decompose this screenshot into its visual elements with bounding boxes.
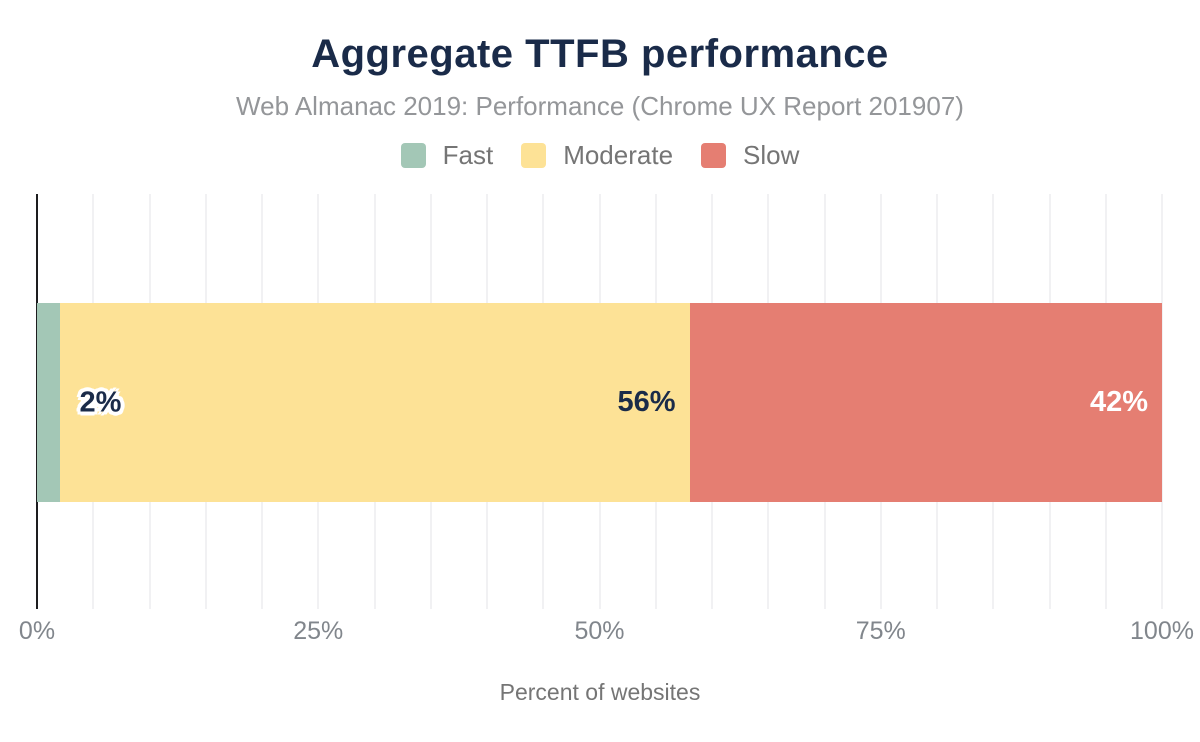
bar-segment-label-fast: 2% — [79, 386, 122, 418]
legend-label-moderate: Moderate — [563, 140, 674, 170]
bar-segment-moderate[interactable]: 56% — [59, 303, 690, 502]
legend-label-fast: Fast — [442, 140, 494, 170]
x-tick-25: 25% — [293, 617, 344, 645]
legend-swatch-moderate-icon — [521, 142, 547, 168]
x-tick-0: 0% — [18, 617, 56, 645]
bar-segment-label-moderate: 56% — [617, 386, 676, 418]
legend-swatch-slow-icon — [701, 142, 727, 168]
x-tick-50: 50% — [574, 617, 625, 645]
chart-subtitle: Web Almanac 2019: Performance (Chrome UX… — [236, 91, 964, 121]
chart-title: Aggregate TTFB performance — [311, 32, 889, 76]
bar-segment-label-slow: 42% — [1089, 386, 1148, 418]
legend-label-slow: Slow — [743, 140, 800, 170]
stacked-bar: 2% 56% 42% — [37, 303, 1162, 502]
legend-item-moderate[interactable]: Moderate — [521, 142, 673, 168]
x-axis-title: Percent of websites — [499, 679, 701, 705]
legend-item-fast[interactable]: Fast — [400, 140, 494, 170]
x-tick-100: 100% — [1130, 617, 1194, 645]
plot-area: 2% 56% 42% — [36, 194, 1163, 609]
gridline-100 — [1161, 194, 1163, 609]
x-axis-ticks: 0% 25% 50% 75% 100% — [19, 617, 1194, 649]
legend: Fast Moderate Slow — [0, 140, 1200, 170]
legend-item-slow[interactable]: Slow — [701, 142, 799, 168]
x-tick-75: 75% — [855, 617, 906, 645]
bar-segment-slow[interactable]: 42% — [689, 303, 1162, 502]
bar-segment-fast[interactable]: 2% — [37, 303, 121, 502]
legend-swatch-fast-icon — [400, 142, 426, 168]
